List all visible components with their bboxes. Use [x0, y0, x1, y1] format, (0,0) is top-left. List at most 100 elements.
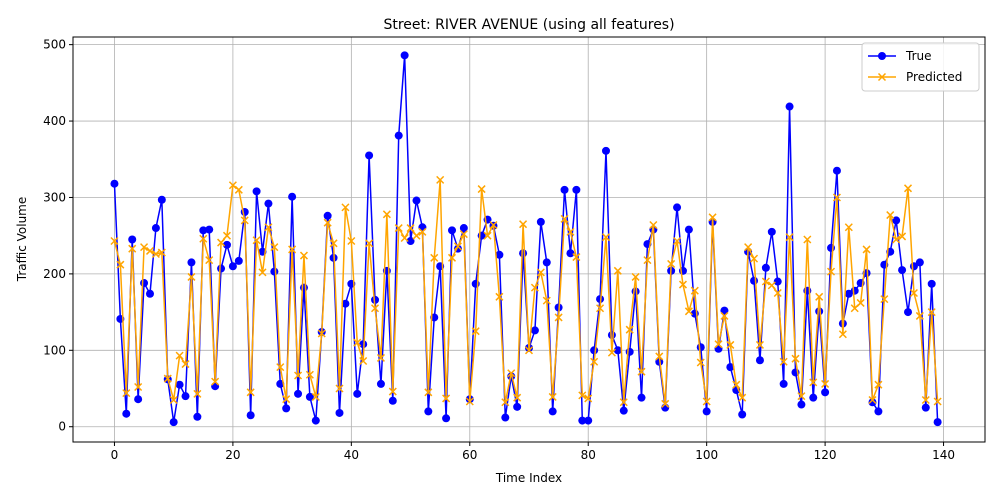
- data-point-predicted: [868, 395, 877, 405]
- data-point-true: [513, 402, 522, 411]
- chart-title: Street: RIVER AVENUE (using all features…: [383, 17, 674, 33]
- data-point-true: [915, 258, 924, 267]
- data-point-predicted: [282, 395, 291, 404]
- data-point-true: [151, 224, 160, 233]
- data-point-predicted: [892, 235, 901, 244]
- data-point-predicted: [779, 357, 788, 366]
- data-point-predicted: [317, 329, 326, 338]
- data-point-predicted: [294, 371, 303, 380]
- data-point-true: [904, 308, 913, 317]
- data-point-true: [110, 179, 119, 188]
- data-point-predicted: [217, 238, 226, 247]
- data-point-true: [145, 289, 154, 298]
- data-point-predicted: [459, 230, 468, 239]
- data-point-true: [797, 400, 806, 409]
- data-point-predicted: [886, 211, 895, 220]
- data-point-predicted: [122, 389, 131, 398]
- data-point-predicted: [815, 292, 824, 301]
- data-point-predicted: [655, 352, 664, 361]
- x-axis-ticks: 0 20 40 60 80 100 120 140: [111, 442, 955, 462]
- data-point-predicted: [394, 224, 403, 233]
- data-point-predicted: [370, 304, 380, 313]
- data-point-predicted: [430, 253, 439, 262]
- data-point-predicted: [755, 340, 764, 349]
- data-point-true: [702, 407, 711, 416]
- data-point-predicted: [181, 360, 190, 369]
- data-point-predicted: [560, 214, 569, 223]
- data-point-predicted: [353, 338, 362, 347]
- data-point-predicted: [495, 292, 504, 301]
- data-point-true: [412, 196, 421, 205]
- data-point-predicted: [761, 277, 770, 286]
- data-point-predicted: [596, 304, 605, 313]
- x-tick-label: 40: [344, 448, 359, 462]
- data-point-predicted: [933, 397, 942, 406]
- data-point-predicted: [613, 266, 622, 275]
- data-point-predicted: [471, 327, 480, 336]
- data-point-true: [501, 413, 510, 422]
- data-point-true: [785, 102, 794, 111]
- data-point-predicted: [151, 249, 160, 259]
- data-point-predicted: [590, 357, 599, 366]
- data-point-true: [596, 295, 605, 304]
- data-point-predicted: [791, 354, 800, 363]
- data-point-true: [353, 389, 362, 398]
- data-point-predicted: [246, 388, 255, 397]
- data-point-true: [459, 224, 468, 233]
- data-point-predicted: [838, 330, 847, 339]
- data-point-true: [696, 343, 705, 352]
- data-point-true: [122, 409, 131, 418]
- data-point-predicted: [566, 227, 575, 236]
- data-point-predicted: [773, 288, 782, 298]
- legend-marker-predicted: [877, 72, 887, 82]
- y-tick-label: 100: [43, 343, 66, 357]
- legend-marker-true: [878, 52, 886, 60]
- data-point-true: [548, 407, 557, 416]
- data-point-predicted: [809, 378, 818, 387]
- data-point-true: [181, 392, 190, 401]
- data-point-true: [874, 407, 883, 416]
- data-point-predicted: [844, 223, 853, 232]
- y-tick-label: 500: [43, 38, 66, 52]
- data-point-predicted: [584, 394, 593, 403]
- data-point-true: [607, 331, 616, 340]
- data-point-predicted: [376, 353, 385, 362]
- data-point-true: [601, 146, 610, 155]
- data-point-true: [234, 256, 243, 265]
- data-point-predicted: [821, 379, 830, 388]
- x-tick-label: 20: [225, 448, 240, 462]
- y-tick-label: 400: [43, 114, 66, 128]
- legend-box: [861, 42, 980, 92]
- data-point-predicted: [347, 236, 356, 246]
- data-point-predicted: [424, 388, 433, 397]
- data-point-predicted: [264, 223, 273, 232]
- data-point-true: [388, 396, 397, 405]
- data-point-predicted: [903, 184, 913, 193]
- data-point-predicted: [554, 313, 563, 322]
- data-point-true: [371, 295, 380, 304]
- data-point-predicted: [732, 380, 741, 389]
- data-point-predicted: [169, 395, 178, 405]
- data-point-predicted: [862, 245, 871, 254]
- data-point-predicted: [477, 185, 486, 194]
- data-point-predicted: [323, 218, 332, 227]
- data-point-predicted: [856, 298, 865, 307]
- data-point-predicted: [684, 307, 693, 316]
- data-point-predicted: [240, 216, 249, 225]
- x-tick-label: 60: [462, 448, 477, 462]
- data-point-predicted: [388, 387, 397, 396]
- data-point-true: [726, 363, 735, 372]
- data-point-predicted: [744, 243, 753, 252]
- data-point-predicted: [465, 397, 474, 406]
- data-point-true: [761, 263, 770, 272]
- data-point-true: [341, 299, 350, 308]
- x-tick-label: 140: [932, 448, 955, 462]
- data-point-predicted: [874, 380, 883, 389]
- data-point-true: [868, 398, 877, 407]
- data-point-predicted: [234, 185, 243, 194]
- data-point-predicted: [797, 392, 806, 401]
- data-point-true: [359, 340, 368, 349]
- data-point-predicted: [382, 210, 391, 219]
- data-point-predicted: [524, 346, 534, 355]
